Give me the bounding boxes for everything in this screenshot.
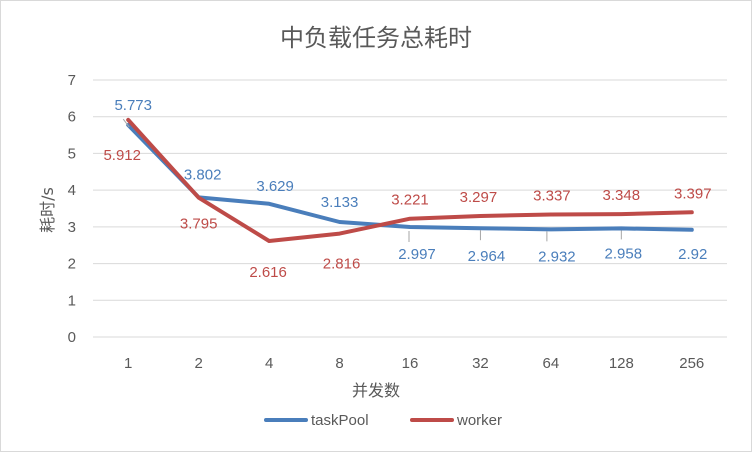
x-tick-label: 8 [335, 355, 343, 372]
data-label-taskpool: 2.964 [468, 248, 506, 265]
x-axis-label: 并发数 [352, 381, 400, 400]
legend-label-taskpool: taskPool [311, 412, 369, 429]
y-tick-label: 0 [68, 329, 76, 346]
x-tick-label: 2 [194, 355, 202, 372]
series-line-worker [126, 117, 694, 243]
series-lines [126, 117, 694, 243]
legend-label-worker: worker [456, 412, 502, 429]
label-leader-line [122, 118, 130, 128]
data-label-worker: 5.912 [103, 147, 141, 164]
y-tick-label: 3 [68, 219, 76, 236]
data-label-worker: 3.337 [533, 187, 571, 204]
y-tick-label: 7 [68, 72, 76, 89]
x-tick-label: 16 [402, 355, 419, 372]
data-label-taskpool: 3.802 [184, 166, 222, 183]
y-tick-label: 1 [68, 292, 76, 309]
gridlines [93, 79, 727, 338]
data-label-taskpool: 2.92 [678, 246, 707, 263]
y-tick-label: 6 [68, 109, 76, 126]
y-tick-label: 2 [68, 256, 76, 273]
x-tick-label: 32 [472, 355, 489, 372]
data-label-taskpool: 2.932 [538, 248, 576, 265]
data-label-worker: 3.348 [603, 187, 641, 204]
x-tick-label: 1 [124, 355, 132, 372]
y-tick-label: 5 [68, 145, 76, 162]
series-line-taskpool [126, 123, 694, 232]
data-label-taskpool: 5.773 [114, 97, 152, 114]
data-label-taskpool: 3.629 [256, 178, 294, 195]
data-label-taskpool: 2.997 [398, 246, 436, 263]
legend: taskPool worker [264, 412, 502, 429]
data-labels: 5.773 3.802 3.629 3.133 2.997 2.964 2.932 2.958… [103, 97, 711, 281]
data-label-worker: 3.795 [180, 216, 218, 233]
data-label-taskpool: 2.958 [605, 245, 643, 262]
x-tick-label: 4 [265, 355, 273, 372]
x-tick-label: 128 [609, 355, 634, 372]
x-tick-label: 64 [543, 355, 560, 372]
x-axis-ticks: 1 2 4 8 16 32 64 128 256 [124, 355, 704, 372]
data-label-worker: 3.397 [674, 185, 712, 202]
data-label-taskpool: 3.133 [321, 194, 359, 211]
data-label-worker: 3.297 [460, 189, 498, 206]
x-tick-label: 256 [679, 355, 704, 372]
y-axis-label: 耗时/s [38, 187, 57, 233]
data-label-worker: 2.816 [323, 256, 361, 273]
y-axis-ticks: 0 1 2 3 4 5 6 7 [68, 72, 76, 346]
data-label-worker: 2.616 [249, 264, 287, 281]
chart-title: 中负载任务总耗时 [280, 24, 472, 52]
data-label-worker: 3.221 [391, 192, 429, 209]
y-tick-label: 4 [68, 182, 76, 199]
